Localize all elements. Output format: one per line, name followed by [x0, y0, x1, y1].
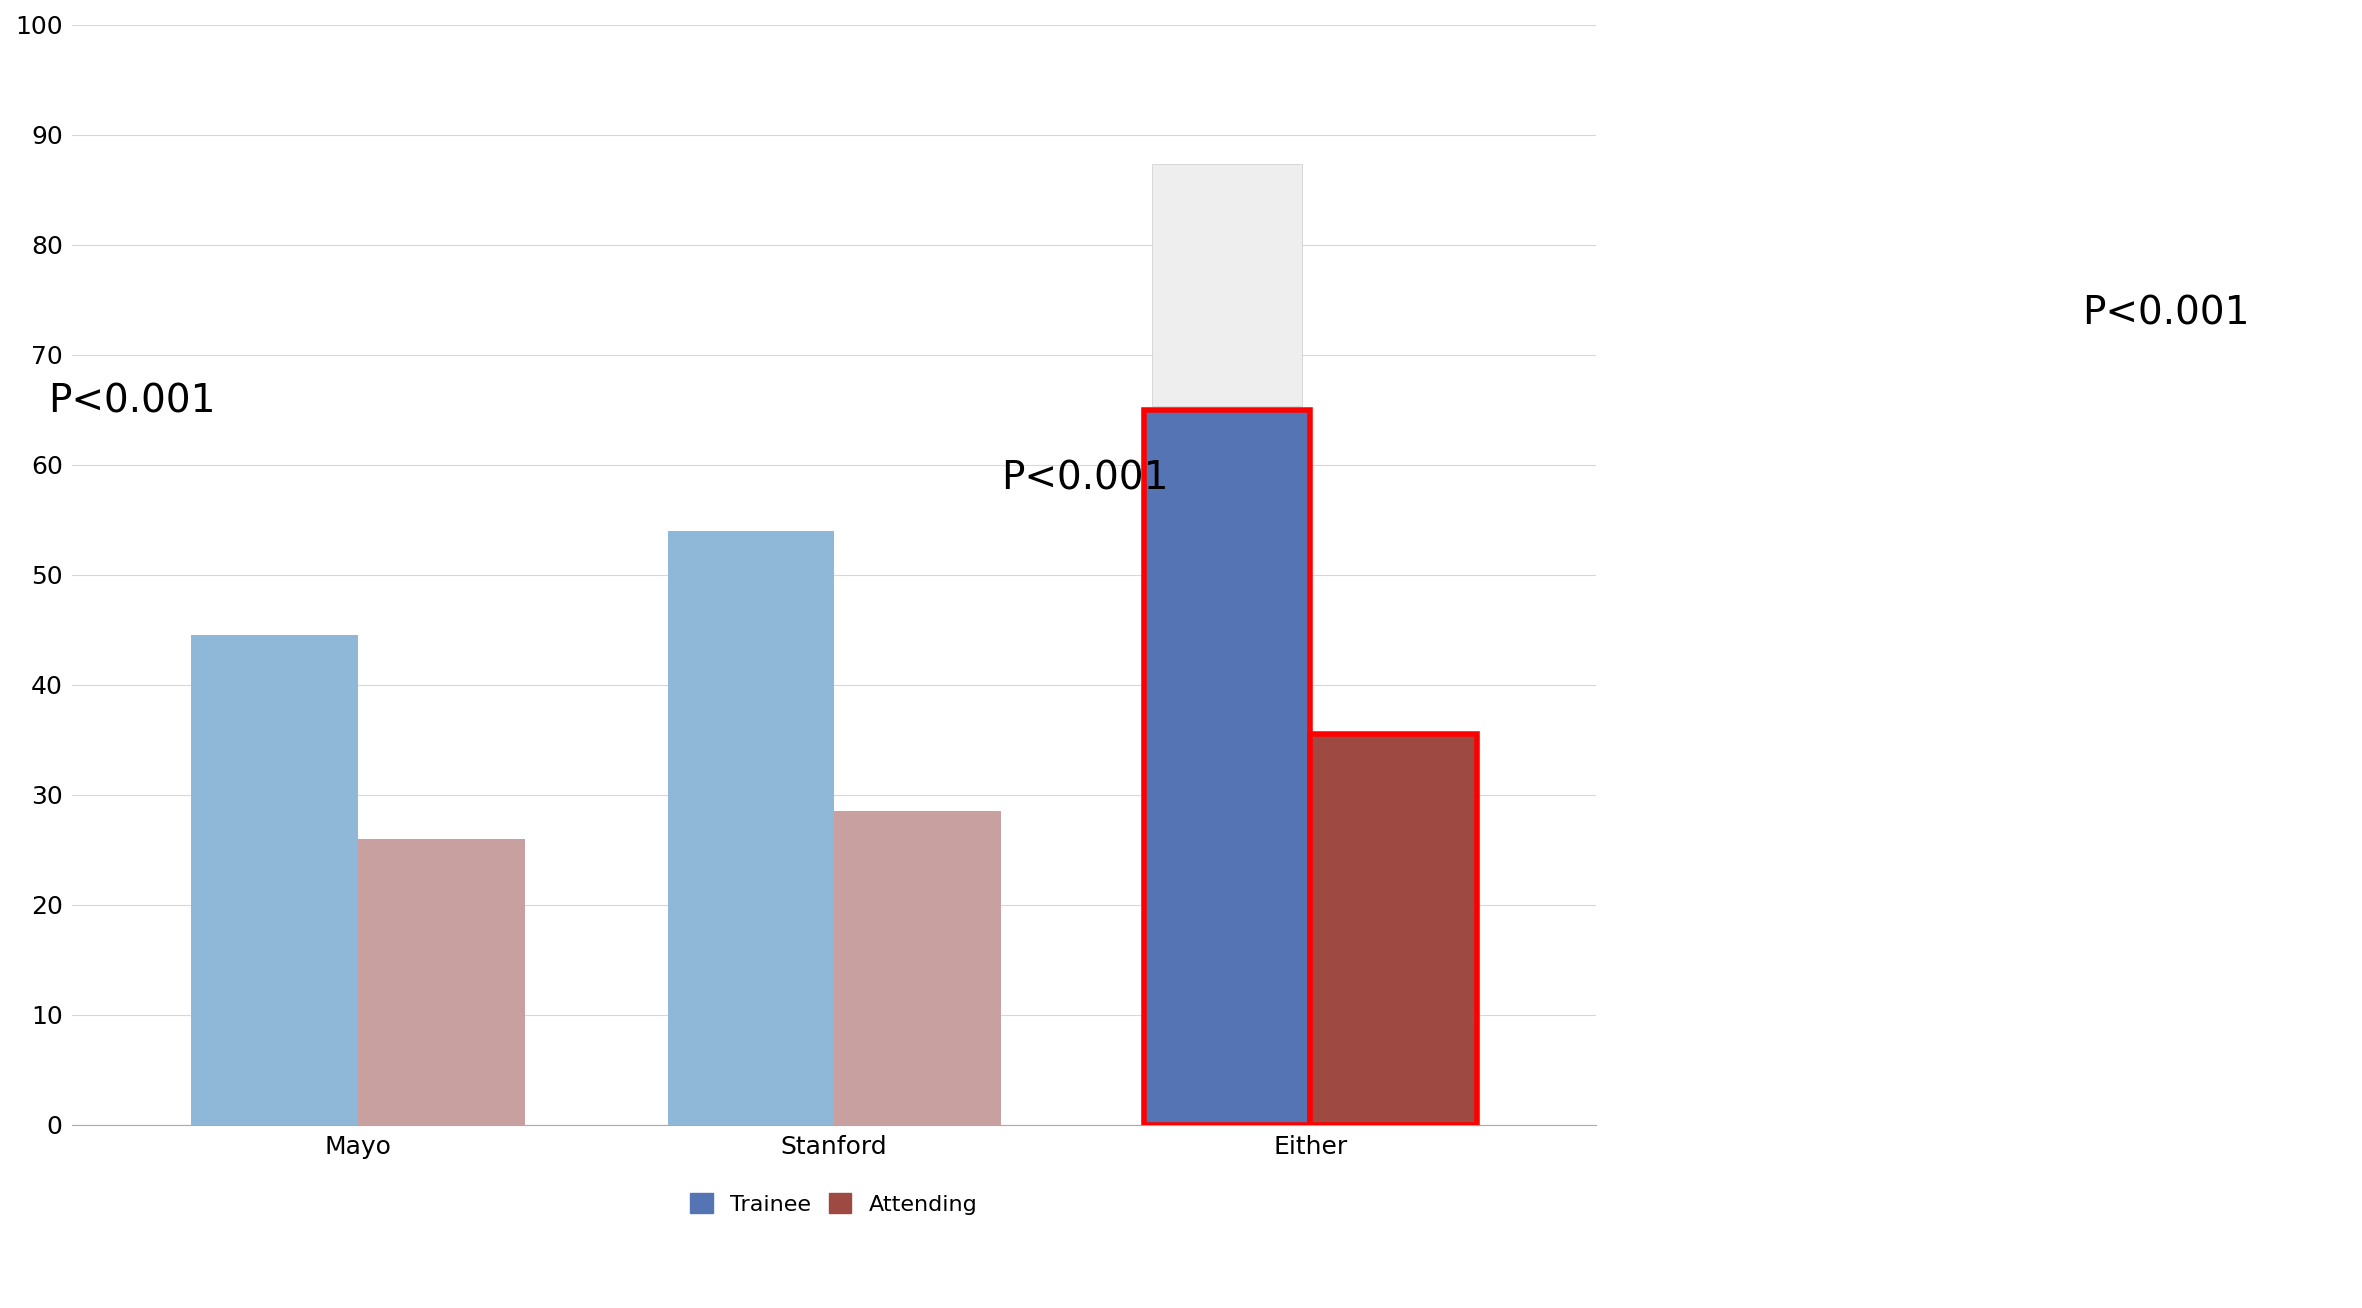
Text: P<0.001: P<0.001: [1001, 459, 1169, 497]
Text: P<0.001: P<0.001: [50, 383, 215, 421]
Bar: [1311, 734, 1476, 1125]
Text: P<0.001: P<0.001: [2081, 294, 2249, 332]
Bar: [834, 811, 1001, 1125]
Legend: Trainee, Attending: Trainee, Attending: [683, 1185, 987, 1224]
Bar: [191, 636, 359, 1125]
Bar: [668, 531, 834, 1125]
FancyBboxPatch shape: [1153, 165, 1301, 407]
Bar: [359, 838, 524, 1125]
Bar: [1143, 409, 1311, 1125]
